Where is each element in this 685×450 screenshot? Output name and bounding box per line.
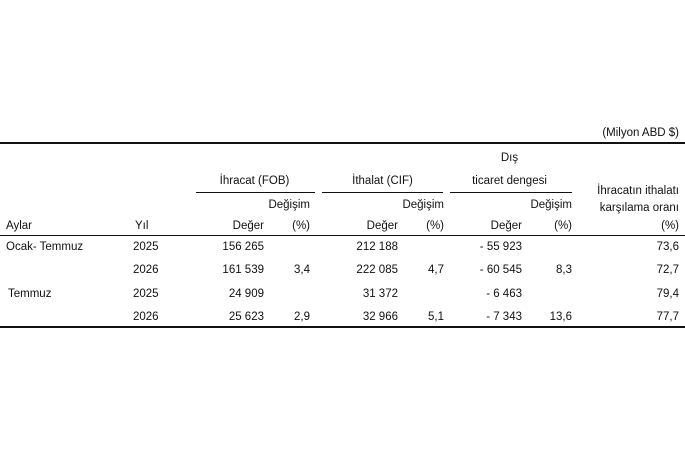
exports-value-cell: 24 909 (228, 288, 264, 300)
balance-group-header-line1: Dış (500, 152, 519, 164)
balance-change-cell: 13,6 (549, 311, 572, 323)
exports-change-header: Değişim (268, 199, 310, 211)
coverage-cell: 77,7 (656, 311, 679, 323)
coverage-header-line1: İhracatın ithalatı (597, 185, 679, 197)
imports-value-cell: 212 188 (356, 241, 398, 253)
balance-change-cell: 8,3 (556, 264, 572, 276)
table-bottom-rule (0, 326, 685, 328)
balance-group-rule (450, 192, 572, 193)
balance-value-header: Değer (490, 220, 522, 232)
period-cell: Ocak- Temmuz (6, 241, 84, 253)
balance-value-cell: - 55 923 (479, 241, 522, 253)
exports-group-header: İhracat (FOB) (219, 175, 290, 187)
coverage-pct-header: (%) (661, 220, 679, 232)
balance-change-header: Değişim (530, 199, 572, 211)
imports-value-cell: 32 966 (362, 311, 398, 323)
balance-value-cell: - 7 343 (486, 311, 522, 323)
header-bottom-rule (0, 235, 685, 236)
imports-change-header: Değişim (402, 199, 444, 211)
imports-value-cell: 31 372 (362, 288, 398, 300)
year-cell: 2026 (133, 311, 159, 323)
exports-value-cell: 161 539 (222, 264, 264, 276)
imports-group-rule (322, 192, 443, 193)
exports-change-cell: 2,9 (294, 311, 310, 323)
exports-group-rule (196, 192, 315, 193)
balance-value-cell: - 6 463 (486, 288, 522, 300)
imports-change-cell: 5,1 (428, 311, 444, 323)
exports-value-cell: 25 623 (228, 311, 264, 323)
coverage-header-line2: karşılama oranı (599, 202, 679, 214)
imports-group-header: İthalat (CIF) (352, 175, 413, 187)
imports-value-cell: 222 085 (356, 264, 398, 276)
exports-change-cell: 3,4 (294, 264, 310, 276)
exports-pct-header: (%) (292, 220, 310, 232)
exports-value-header: Değer (232, 220, 264, 232)
unit-note: (Milyon ABD $) (602, 127, 679, 139)
coverage-cell: 72,7 (656, 264, 679, 276)
coverage-cell: 73,6 (656, 241, 679, 253)
period-column-header: Aylar (6, 220, 32, 232)
table-top-rule (0, 142, 685, 144)
imports-pct-header: (%) (426, 220, 444, 232)
year-cell: 2026 (133, 264, 159, 276)
balance-group-header-line2: ticaret dengesi (472, 175, 547, 187)
period-cell: Temmuz (8, 288, 52, 300)
imports-change-cell: 4,7 (428, 264, 444, 276)
coverage-cell: 79,4 (656, 288, 679, 300)
year-cell: 2025 (133, 288, 159, 300)
year-column-header: Yıl (135, 220, 149, 232)
exports-value-cell: 156 265 (222, 241, 264, 253)
year-cell: 2025 (133, 241, 159, 253)
imports-value-header: Değer (366, 220, 398, 232)
balance-value-cell: - 60 545 (479, 264, 522, 276)
balance-pct-header: (%) (554, 220, 572, 232)
